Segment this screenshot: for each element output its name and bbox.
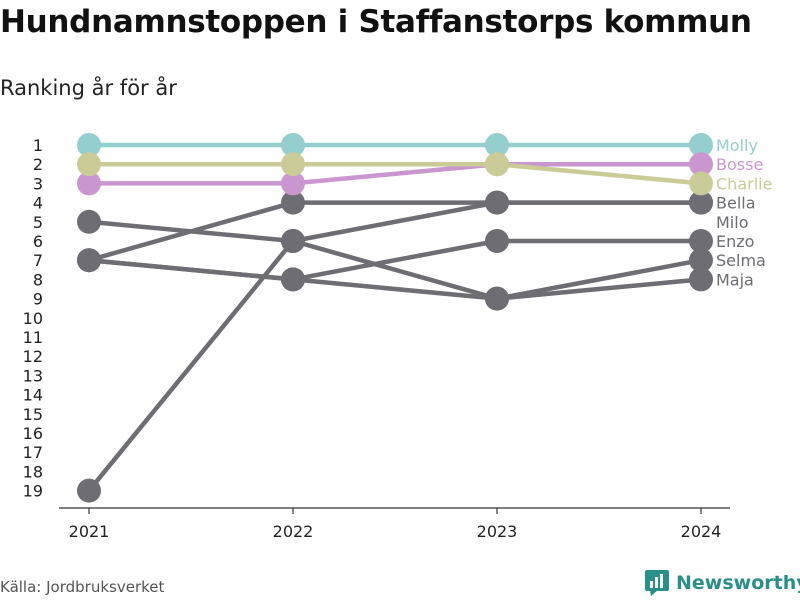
data-point-milo [77, 478, 101, 503]
brand-logo: Newsworthy [644, 569, 800, 597]
data-point-molly [485, 133, 509, 157]
data-point-maja [485, 286, 509, 311]
x-tick-label: 2024 [681, 522, 722, 541]
data-point-milo [689, 190, 713, 215]
y-tick-label: 6 [33, 232, 43, 251]
chart-subtitle: Ranking år för år [0, 76, 177, 100]
y-tick-label: 18 [23, 462, 43, 481]
y-tick-label: 8 [33, 270, 43, 289]
x-tick-label: 2022 [273, 522, 314, 541]
y-tick-label: 9 [33, 290, 43, 309]
series-line-enzo [88, 238, 701, 282]
end-label-selma: Selma [716, 251, 766, 270]
end-label-molly: Molly [716, 136, 758, 155]
series-line-maja [88, 257, 702, 301]
x-axis: 2021 2022 2023 2024 [59, 507, 730, 541]
data-point-molly [281, 133, 305, 157]
brand-name: Newsworthy [676, 572, 800, 594]
y-tick-label: 5 [33, 213, 43, 232]
data-point-maja [77, 248, 101, 273]
data-point-enzo [689, 229, 713, 253]
y-tick-label: 15 [23, 405, 43, 424]
data-point-molly [77, 133, 101, 157]
y-tick-label: 3 [33, 174, 43, 193]
y-tick-label: 2 [33, 155, 43, 174]
y-tick-label: 11 [23, 328, 43, 347]
data-point-selma [77, 209, 101, 234]
data-point-charlie [77, 152, 101, 177]
data-point-maja [689, 267, 713, 292]
y-tick-label: 19 [23, 482, 43, 501]
y-tick-label: 17 [23, 443, 43, 462]
y-tick-label: 13 [23, 366, 43, 385]
data-point-milo [485, 190, 509, 215]
data-point-charlie [485, 152, 509, 177]
end-label-bosse: Bosse [716, 155, 763, 174]
data-point-charlie [689, 171, 713, 196]
end-label-maja: Maja [716, 270, 754, 289]
end-label-milo: Milo [716, 213, 748, 232]
data-point-bosse [77, 171, 101, 196]
y-tick-label: 16 [23, 424, 43, 443]
series-line-milo [87, 200, 701, 493]
data-point-charlie [281, 152, 305, 177]
series-line-selma [88, 219, 702, 301]
series-lines [87, 142, 702, 493]
series-points [77, 133, 713, 503]
data-point-molly [689, 133, 713, 157]
end-label-charlie: Charlie [716, 174, 772, 193]
x-tick-label: 2021 [69, 522, 110, 541]
data-point-selma [281, 229, 305, 253]
newsworthy-logo-icon [645, 570, 669, 596]
y-tick-label: 7 [33, 251, 43, 270]
data-point-enzo [485, 229, 509, 253]
source-note: Källa: Jordbruksverket [0, 578, 165, 596]
data-point-selma [689, 248, 713, 273]
x-tick-label: 2023 [477, 522, 518, 541]
series-line-bosse [89, 161, 701, 186]
data-point-maja [281, 267, 305, 292]
series-line-charlie [89, 161, 702, 186]
data-point-bosse [281, 171, 305, 196]
y-tick-label: 10 [23, 309, 43, 328]
y-tick-label: 1 [33, 136, 43, 155]
y-tick-label: 12 [23, 347, 43, 366]
end-label-enzo: Enzo [716, 232, 754, 251]
data-point-bosse [689, 152, 713, 177]
chart-title: Hundnamnstoppen i Staffanstorps kommun [0, 4, 752, 40]
data-point-bella [281, 190, 305, 215]
y-tick-label: 4 [33, 194, 43, 213]
y-tick-label: 14 [23, 386, 43, 405]
end-label-bella: Bella [716, 194, 756, 213]
